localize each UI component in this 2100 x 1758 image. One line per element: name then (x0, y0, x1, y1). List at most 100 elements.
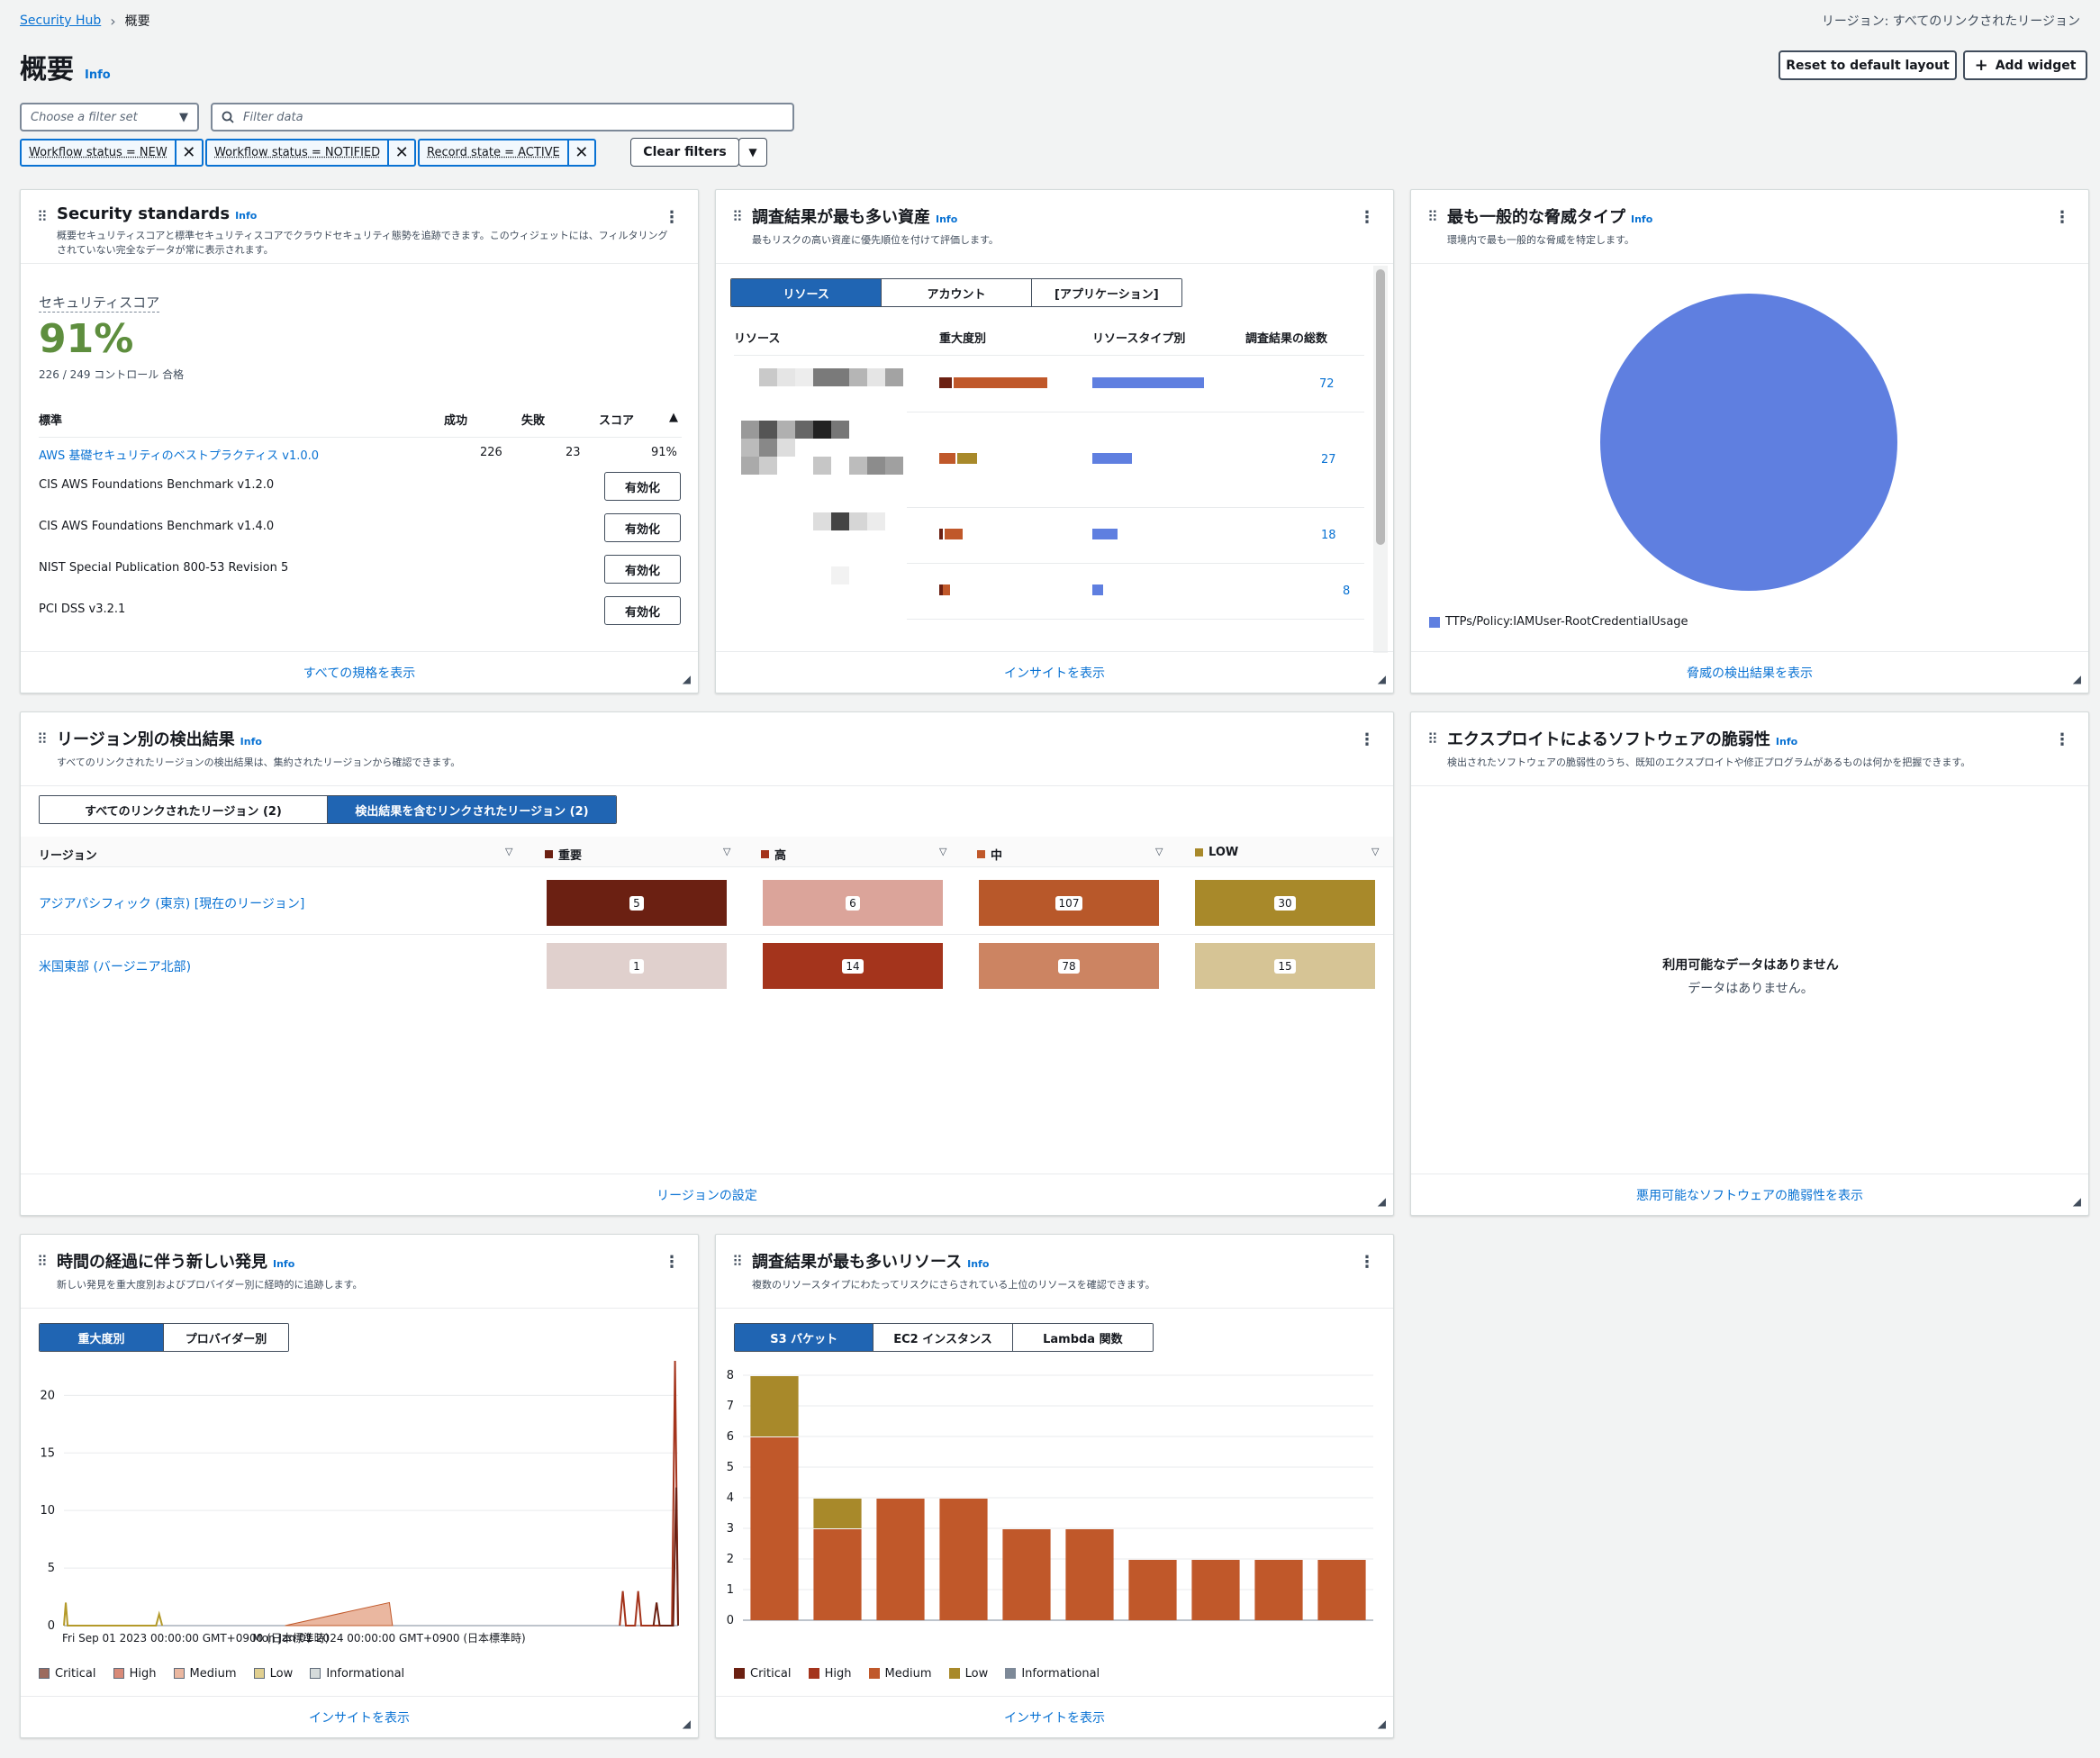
region-link[interactable]: アジアパシフィック (東京) [現在のリージョン] (39, 897, 305, 911)
region-settings-link[interactable]: リージョンの設定 (656, 1188, 757, 1203)
total-findings-link[interactable]: 27 (1321, 453, 1336, 467)
series-line-low[interactable] (63, 1602, 164, 1627)
view-insights-link[interactable]: インサイトを表示 (1004, 1710, 1105, 1726)
resize-handle-icon[interactable]: ◢ (682, 673, 691, 685)
view-all-standards-link[interactable]: すべての規格を表示 (303, 666, 416, 681)
drag-handle-icon[interactable]: ⠿ (1427, 208, 1438, 225)
close-icon[interactable]: ✕ (174, 140, 202, 165)
close-icon[interactable]: ✕ (566, 140, 594, 165)
legend-high[interactable]: High (113, 1667, 156, 1681)
view-exploitable-link[interactable]: 悪用可能なソフトウェアの脆弱性を表示 (1636, 1188, 1863, 1203)
view-insights-link[interactable]: インサイトを表示 (309, 1710, 410, 1726)
drag-handle-icon[interactable]: ⠿ (37, 208, 48, 225)
legend-medium[interactable]: Medium (868, 1667, 932, 1681)
bar-medium[interactable] (876, 1499, 925, 1620)
more-options-icon[interactable]: ⋮ (664, 1253, 680, 1272)
legend-high[interactable]: High (808, 1667, 851, 1681)
legend-critical[interactable]: Critical (39, 1667, 95, 1681)
filter-icon[interactable]: ▽ (1155, 846, 1163, 857)
bar-medium[interactable] (750, 1437, 799, 1620)
tab-regions-with-findings[interactable]: 検出結果を含むリンクされたリージョン (2) (328, 796, 616, 823)
bar-medium[interactable] (813, 1529, 862, 1620)
legend-low[interactable]: Low (253, 1667, 293, 1681)
tab-by-provider[interactable]: プロバイダー別 (164, 1324, 288, 1351)
standard-link[interactable]: AWS 基礎セキュリティのベストプラクティス v1.0.0 (39, 449, 320, 463)
more-options-icon[interactable]: ⋮ (1359, 1253, 1375, 1272)
resize-handle-icon[interactable]: ◢ (1377, 1717, 1386, 1730)
add-widget-button[interactable]: + Add widget (1963, 50, 2087, 80)
bar-low[interactable] (750, 1376, 799, 1436)
filter-token-label[interactable]: Workflow status = NOTIFIED (214, 146, 381, 159)
col-score[interactable]: スコア (599, 414, 635, 428)
heat-cell-high[interactable]: 6 (763, 880, 943, 926)
reset-layout-button[interactable]: Reset to default layout (1779, 50, 1957, 80)
more-options-icon[interactable]: ⋮ (1359, 730, 1375, 749)
legend-informational[interactable]: Informational (310, 1667, 404, 1681)
resize-handle-icon[interactable]: ◢ (2072, 1195, 2081, 1208)
heat-cell-medium[interactable]: 107 (979, 880, 1159, 926)
region-link[interactable]: 米国東部 (バージニア北部) (39, 960, 192, 974)
info-link[interactable]: Info (240, 736, 262, 748)
bar-medium[interactable] (1065, 1529, 1114, 1620)
resize-handle-icon[interactable]: ◢ (1377, 1195, 1386, 1208)
drag-handle-icon[interactable]: ⠿ (37, 730, 48, 748)
heat-cell-critical[interactable]: 1 (547, 943, 727, 989)
heat-cell-high[interactable]: 14 (763, 943, 943, 989)
filter-search-input[interactable]: Filter data (211, 103, 794, 131)
info-link[interactable]: Info (1775, 736, 1798, 748)
total-findings-link[interactable]: 18 (1321, 529, 1336, 542)
resize-handle-icon[interactable]: ◢ (2072, 673, 2081, 685)
page-info-link[interactable]: Info (85, 68, 111, 82)
filter-token-label[interactable]: Workflow status = NEW (29, 146, 167, 159)
info-link[interactable]: Info (967, 1258, 990, 1270)
bar-low[interactable] (813, 1499, 862, 1528)
more-options-icon[interactable]: ⋮ (2054, 730, 2070, 749)
tab-lambda-functions[interactable]: Lambda 関数 (1012, 1324, 1153, 1351)
info-link[interactable]: Info (936, 213, 958, 225)
filter-icon[interactable]: ▽ (505, 846, 513, 857)
drag-handle-icon[interactable]: ⠿ (37, 1253, 48, 1270)
heat-cell-medium[interactable]: 78 (979, 943, 1159, 989)
view-threat-findings-link[interactable]: 脅威の検出結果を表示 (1687, 666, 1813, 681)
heat-cell-low[interactable]: 15 (1195, 943, 1375, 989)
drag-handle-icon[interactable]: ⠿ (732, 1253, 743, 1270)
enable-button[interactable]: 有効化 (604, 596, 681, 625)
bar-medium[interactable] (1191, 1560, 1240, 1620)
filter-set-select[interactable]: Choose a filter set ▼ (20, 103, 199, 131)
sort-ascending-icon[interactable]: ▲ (669, 411, 678, 424)
legend-informational[interactable]: Informational (1005, 1667, 1100, 1681)
legend-medium[interactable]: Medium (173, 1667, 237, 1681)
more-options-icon[interactable]: ⋮ (2054, 208, 2070, 227)
tab-s3-buckets[interactable]: S3 バケット (735, 1324, 874, 1351)
legend-low[interactable]: Low (948, 1667, 988, 1681)
bar-medium[interactable] (1254, 1560, 1303, 1620)
tab-ec2-instances[interactable]: EC2 インスタンス (873, 1324, 1013, 1351)
info-link[interactable]: Info (235, 210, 258, 222)
scrollbar-track[interactable] (1373, 266, 1388, 653)
filter-icon[interactable]: ▽ (939, 846, 947, 857)
filter-icon[interactable]: ▽ (1371, 846, 1380, 857)
clear-filters-button[interactable]: Clear filters (630, 138, 739, 167)
tab-resources[interactable]: リソース (731, 279, 883, 306)
resize-handle-icon[interactable]: ◢ (1377, 673, 1386, 685)
info-link[interactable]: Info (273, 1258, 295, 1270)
enable-button[interactable]: 有効化 (604, 555, 681, 584)
info-link[interactable]: Info (1631, 213, 1653, 225)
breadcrumb-security-hub[interactable]: Security Hub (20, 14, 102, 28)
close-icon[interactable]: ✕ (387, 140, 414, 165)
total-findings-link[interactable]: 72 (1319, 377, 1335, 391)
drag-handle-icon[interactable]: ⠿ (1427, 730, 1438, 748)
scrollbar-thumb[interactable] (1376, 269, 1385, 545)
tab-applications[interactable]: [アプリケーション] (1031, 279, 1181, 306)
series-line-critical[interactable] (652, 1487, 679, 1627)
heat-cell-low[interactable]: 30 (1195, 880, 1375, 926)
drag-handle-icon[interactable]: ⠿ (732, 208, 743, 225)
filter-icon[interactable]: ▽ (723, 846, 731, 857)
total-findings-link[interactable]: 8 (1343, 584, 1351, 598)
bar-medium[interactable] (1317, 1560, 1366, 1620)
filter-token-label[interactable]: Record state = ACTIVE (427, 146, 560, 159)
more-options-icon[interactable]: ⋮ (1359, 208, 1375, 227)
enable-button[interactable]: 有効化 (604, 472, 681, 501)
series-line-high[interactable] (619, 1361, 679, 1627)
more-options-icon[interactable]: ⋮ (664, 208, 680, 227)
